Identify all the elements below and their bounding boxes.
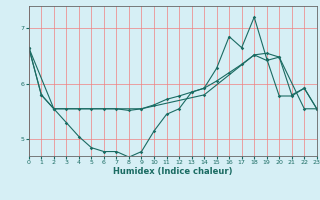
X-axis label: Humidex (Indice chaleur): Humidex (Indice chaleur) bbox=[113, 167, 233, 176]
